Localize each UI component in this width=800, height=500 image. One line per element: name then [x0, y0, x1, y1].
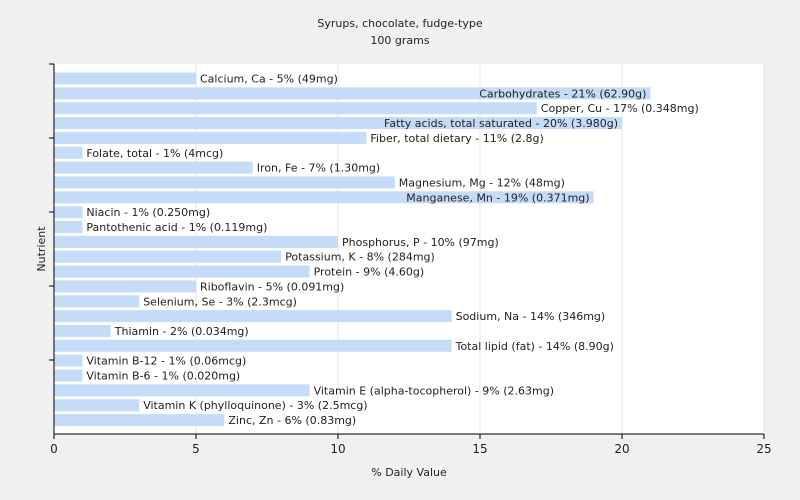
bar-label: Manganese, Mn - 19% (0.371mg) [406, 191, 589, 204]
bar-label: Carbohydrates - 21% (62.90g) [479, 87, 646, 100]
bar-label: Vitamin E (alpha-tocopherol) - 9% (2.63m… [314, 384, 554, 397]
bar [54, 399, 140, 412]
bar-label: Vitamin K (phylloquinone) - 3% (2.5mcg) [143, 399, 367, 412]
bar-label: Copper, Cu - 17% (0.348mg) [541, 102, 699, 115]
bar [54, 117, 622, 130]
bar-label: Magnesium, Mg - 12% (48mg) [399, 176, 565, 189]
bar-label: Folate, total - 1% (4mcg) [86, 147, 223, 160]
y-axis-label: Nutrient [35, 226, 48, 272]
x-tick-label: 20 [614, 442, 629, 456]
bar [54, 87, 651, 100]
bar [54, 72, 196, 85]
bar [54, 369, 83, 382]
bar-label: Fatty acids, total saturated - 20% (3.98… [384, 117, 618, 130]
bar [54, 250, 282, 263]
bar [54, 280, 196, 293]
chart-title: Syrups, chocolate, fudge-type [317, 17, 482, 30]
bar-label: Pantothenic acid - 1% (0.119mg) [86, 221, 267, 234]
bar-labels: Calcium, Ca - 5% (49mg) Carbohydrates - 2… [86, 73, 698, 428]
bar-label: Zinc, Zn - 6% (0.83mg) [228, 414, 356, 427]
bar [54, 384, 310, 397]
bar [54, 354, 83, 367]
bar-label: Selenium, Se - 3% (2.3mcg) [143, 295, 297, 308]
bar [54, 221, 83, 233]
bar-label: Sodium, Na - 14% (346mg) [456, 310, 606, 323]
bar [54, 146, 83, 159]
bar-label: Calcium, Ca - 5% (49mg) [200, 73, 338, 86]
x-tick-label: 5 [192, 442, 200, 456]
x-tick-label: 10 [330, 442, 345, 456]
axes: 0 5 10 15 20 25 [49, 63, 772, 456]
bar-label: Potassium, K - 8% (284mg) [285, 251, 435, 264]
bar-label: Vitamin B-6 - 1% (0.020mg) [86, 370, 240, 383]
bar [54, 176, 395, 189]
bar-label: Iron, Fe - 7% (1.30mg) [257, 162, 380, 175]
bar [54, 131, 367, 144]
bar [54, 102, 537, 115]
chart-subtitle: 100 grams [370, 34, 429, 47]
bar-label: Vitamin B-12 - 1% (0.06mcg) [86, 355, 246, 368]
bar [54, 265, 310, 278]
bar [54, 295, 140, 308]
bar-label: Phosphorus, P - 10% (97mg) [342, 236, 499, 249]
bar-label: Total lipid (fat) - 14% (8.90g) [455, 340, 614, 353]
bar-label: Fiber, total dietary - 11% (2.8g) [370, 132, 543, 145]
bar [54, 324, 111, 337]
x-tick-label: 15 [472, 442, 487, 456]
bar [54, 206, 83, 219]
bar [54, 414, 225, 427]
bar [54, 191, 594, 204]
x-tick-label: 25 [756, 442, 771, 456]
bar-label: Protein - 9% (4.60g) [314, 266, 425, 279]
bar-label: Niacin - 1% (0.250mg) [86, 206, 210, 219]
x-tick-label: 0 [50, 442, 58, 456]
bar [54, 310, 452, 323]
bar-label: Riboflavin - 5% (0.091mg) [200, 280, 344, 293]
x-axis-label: % Daily Value [371, 466, 447, 479]
bars [54, 72, 651, 427]
bar [54, 161, 253, 174]
bar [54, 235, 338, 248]
bar-label: Thiamin - 2% (0.034mg) [114, 325, 249, 338]
bar [54, 339, 452, 352]
